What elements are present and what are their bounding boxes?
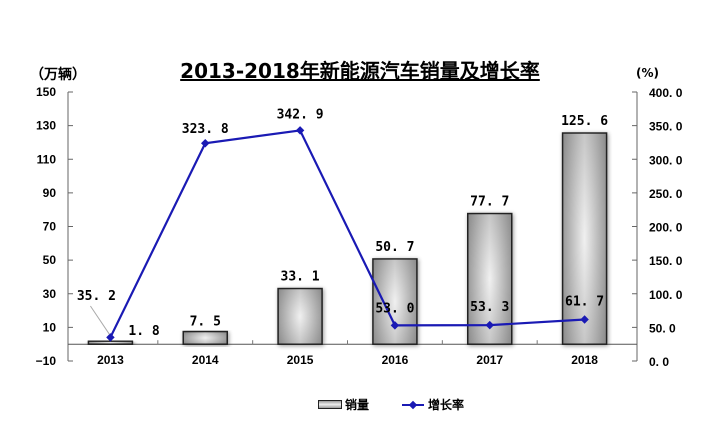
line-swatch-icon [402,400,425,409]
category-label: 2018 [571,353,598,367]
line-series [106,126,589,342]
right-axis-tick-label: 0. 0 [649,355,669,369]
line-point-marker [580,315,589,324]
bar-value-label: 1. 8 [128,324,159,339]
right-axis-tick-label: 350. 0 [649,120,683,134]
right-axis-tick-label: 50. 0 [649,321,676,335]
left-axis-unit: （万辆） [30,67,86,83]
right-axis-tick-label: 300. 0 [649,153,683,167]
left-axis-tick-label: 50 [43,253,57,267]
left-axis-tick-label: 130 [36,119,56,133]
left-axis-tick-label: −10 [36,354,57,368]
category-label: 2014 [192,353,219,367]
category-label: 2013 [97,353,124,367]
right-axis-tick-label: 250. 0 [649,187,683,201]
axes: 150 130 110 90 70 50 30 10 −10 400. 0 350. 0 300. 0… [36,85,683,369]
line-point-marker [201,139,210,148]
bar-value-label: 7. 5 [190,315,221,330]
line-point-marker [295,126,305,135]
right-axis-tick-label: 100. 0 [649,288,683,302]
line-value-label: 323. 8 [182,122,229,137]
right-axis-tick-label: 150. 0 [649,254,683,268]
legend: 销量 增长率 [318,396,464,413]
category-label: 2016 [382,353,409,367]
line-value-label: 342. 9 [277,107,324,122]
left-axis-tick-label: 10 [43,320,57,334]
bar-value-label: 33. 1 [281,270,320,285]
legend-label-sales: 销量 [345,398,370,412]
bar-swatch-icon [318,400,342,409]
right-axis-tick-label: 200. 0 [649,221,683,235]
left-axis-tick-label: 70 [43,220,57,234]
right-axis-tick-label: 400. 0 [649,86,683,100]
category-label: 2015 [287,353,314,367]
line-value-label: 35. 2 [77,289,116,304]
bar-value-label: 77. 7 [470,195,509,210]
bar-value-label: 125. 6 [561,114,608,129]
line-point-marker [390,321,400,330]
line-value-label: 53. 0 [375,301,414,316]
line-point-marker [485,320,494,330]
category-label: 2017 [476,353,503,367]
legend-item-sales: 销量 [318,396,369,413]
data-labels: 1. 8 7. 5 33. 1 50. 7 77. 7 125. 6 35. 2 323. 8… [77,107,608,339]
right-axis-unit: (%) [636,66,659,80]
chart-title: 2013-2018年新能源汽车销量及增长率 [180,59,540,83]
left-axis-tick-label: 150 [36,85,56,99]
bar-series [87,132,608,345]
line-value-label: 61. 7 [565,295,604,310]
left-axis-tick-label: 90 [43,186,57,200]
line-value-label: 53. 3 [470,300,509,315]
left-axis-tick-label: 30 [43,287,57,301]
line-point-marker [106,333,115,342]
bar-value-label: 50. 7 [375,240,414,255]
legend-label-growth: 增长率 [428,398,465,412]
legend-item-growth: 增长率 [401,396,464,413]
left-axis-tick-label: 110 [37,152,57,166]
